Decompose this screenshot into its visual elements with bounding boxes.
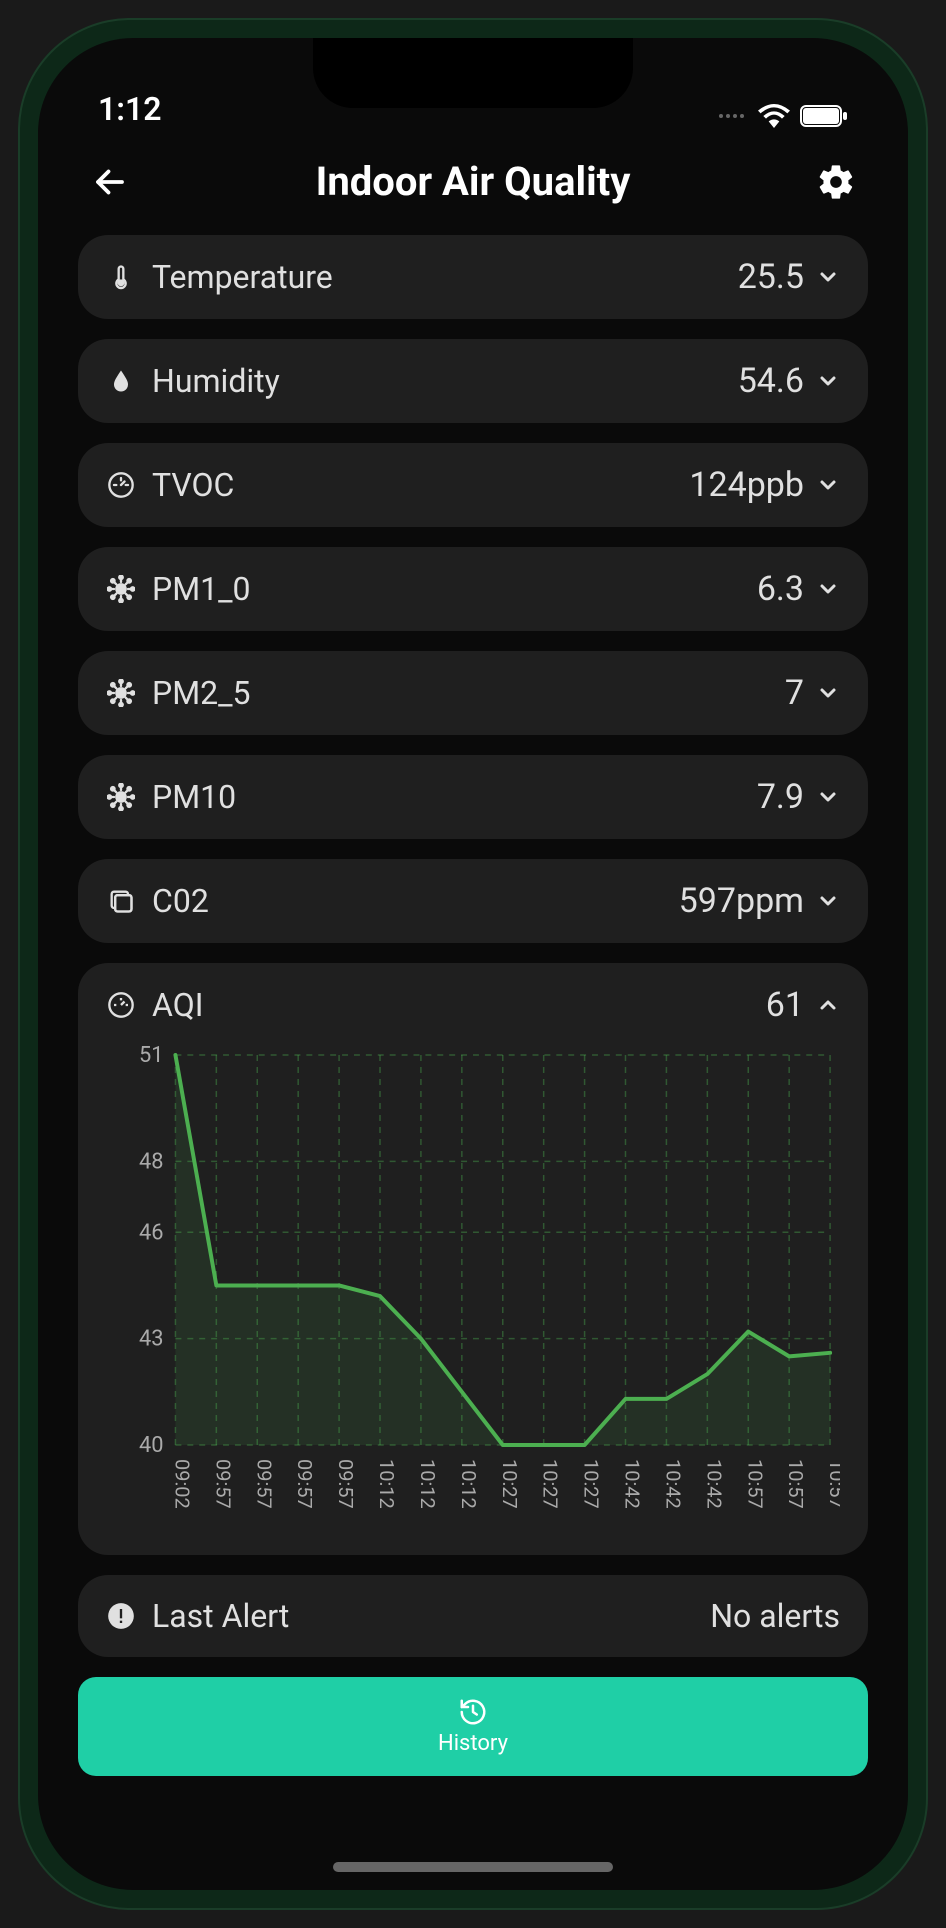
svg-text:10:27: 10:27: [498, 1459, 521, 1509]
status-right: [719, 104, 848, 128]
last-alert-row[interactable]: Last Alert No alerts: [78, 1575, 868, 1657]
chevron-down-icon: [816, 265, 840, 289]
svg-text:09:57: 09:57: [211, 1459, 234, 1509]
virus-icon: [106, 574, 136, 604]
gauge-icon: [106, 470, 136, 500]
back-arrow-icon: [92, 164, 128, 200]
svg-text:09:57: 09:57: [334, 1459, 357, 1509]
svg-text:10:12: 10:12: [457, 1459, 480, 1509]
metric-row-tvoc[interactable]: TVOC 124ppb: [78, 443, 868, 527]
chevron-down-icon: [816, 473, 840, 497]
metric-value: 25.5: [738, 257, 804, 297]
metric-label: TVOC: [152, 466, 234, 504]
metric-label: PM1_0: [152, 570, 251, 608]
battery-icon: [800, 104, 848, 128]
metric-value: 6.3: [757, 569, 804, 609]
gear-icon: [816, 162, 856, 202]
metric-label: PM10: [152, 778, 236, 816]
metric-label: Humidity: [152, 362, 280, 400]
phone-screen: 1:12 Indoor Air Quality Temper: [38, 38, 908, 1890]
svg-text:51: 51: [139, 1045, 164, 1068]
alert-label: Last Alert: [152, 1597, 289, 1635]
history-icon: [458, 1697, 488, 1727]
history-button[interactable]: History: [78, 1677, 868, 1776]
aqi-header: AQI 61: [106, 985, 840, 1025]
svg-text:10:42: 10:42: [621, 1459, 644, 1509]
aqi-card[interactable]: AQI 61 40 43 46 48 51 09:02 09:57 09:57 09:57 09:…: [78, 963, 868, 1555]
metric-row-pm10[interactable]: PM10 7.9: [78, 755, 868, 839]
notch: [313, 38, 633, 108]
svg-text:40: 40: [139, 1433, 164, 1458]
status-dots-icon: [719, 114, 744, 118]
metric-label: Temperature: [152, 258, 333, 296]
chevron-down-icon: [816, 785, 840, 809]
wifi-icon: [758, 104, 790, 128]
svg-text:10:42: 10:42: [661, 1459, 684, 1509]
svg-text:10:27: 10:27: [580, 1459, 603, 1509]
phone-frame: 1:12 Indoor Air Quality Temper: [20, 20, 926, 1908]
metric-value: 124ppb: [689, 465, 804, 505]
virus-icon: [106, 782, 136, 812]
virus-icon: [106, 678, 136, 708]
layers-icon: [106, 886, 136, 916]
aqi-label: AQI: [152, 986, 203, 1024]
alert-value: No alerts: [710, 1597, 840, 1635]
metric-row-pm1_0[interactable]: PM1_0 6.3: [78, 547, 868, 631]
svg-text:09:02: 09:02: [170, 1459, 193, 1509]
svg-text:10:12: 10:12: [375, 1459, 398, 1509]
metric-value: 7.9: [757, 777, 804, 817]
droplet-icon: [106, 366, 136, 396]
metric-row-temperature[interactable]: Temperature 25.5: [78, 235, 868, 319]
svg-text:43: 43: [139, 1327, 164, 1352]
svg-text:10:57: 10:57: [825, 1459, 840, 1509]
svg-text:10:57: 10:57: [784, 1459, 807, 1509]
home-indicator[interactable]: [333, 1862, 613, 1872]
history-label: History: [438, 1731, 508, 1756]
svg-text:46: 46: [139, 1220, 164, 1245]
metric-row-pm2_5[interactable]: PM2_5 7: [78, 651, 868, 735]
app-header: Indoor Air Quality: [38, 138, 908, 225]
svg-text:10:57: 10:57: [743, 1459, 766, 1509]
status-time: 1:12: [98, 90, 162, 128]
svg-text:48: 48: [139, 1149, 164, 1174]
metric-label: C02: [152, 882, 209, 920]
aqi-value: 61: [766, 985, 804, 1025]
metric-row-humidity[interactable]: Humidity 54.6: [78, 339, 868, 423]
back-button[interactable]: [88, 160, 132, 204]
chevron-down-icon: [816, 889, 840, 913]
metric-label: PM2_5: [152, 674, 251, 712]
settings-button[interactable]: [814, 160, 858, 204]
thermometer-icon: [106, 262, 136, 292]
chevron-down-icon: [816, 577, 840, 601]
svg-text:09:57: 09:57: [293, 1459, 316, 1509]
svg-text:10:12: 10:12: [416, 1459, 439, 1509]
metric-row-c02[interactable]: C02 597ppm: [78, 859, 868, 943]
metric-value: 597ppm: [679, 881, 804, 921]
alert-icon: [106, 1601, 136, 1631]
metric-value: 7: [785, 673, 804, 713]
svg-text:10:42: 10:42: [702, 1459, 725, 1509]
aqi-chart: 40 43 46 48 51 09:02 09:57 09:57 09:57 09:57 10:12…: [106, 1045, 840, 1525]
svg-text:09:57: 09:57: [252, 1459, 275, 1509]
content-area: Temperature 25.5 Humidity 54.6 TVOC 124p…: [38, 225, 908, 1786]
page-title: Indoor Air Quality: [132, 158, 814, 205]
metric-value: 54.6: [738, 361, 804, 401]
chevron-up-icon: [816, 993, 840, 1017]
svg-text:10:27: 10:27: [539, 1459, 562, 1509]
chevron-down-icon: [816, 369, 840, 393]
gauge-icon: [106, 990, 136, 1020]
chevron-down-icon: [816, 681, 840, 705]
